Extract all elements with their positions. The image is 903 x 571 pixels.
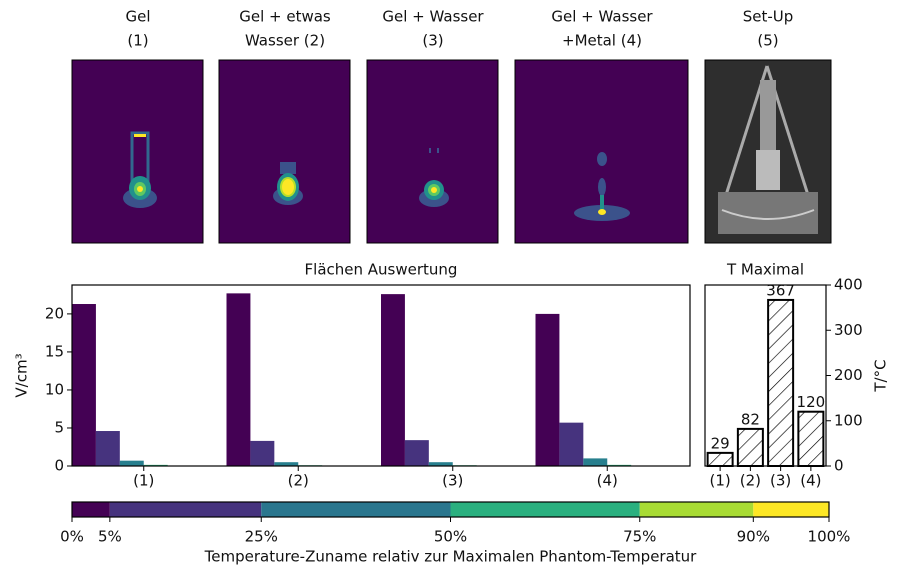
bar: [227, 293, 251, 466]
page: Gel (1) Gel + etwas Wasser (2) Gel + Wasser…: [0, 0, 903, 571]
panel-title: Set-Up: [743, 8, 794, 26]
x-tick-label: 90%: [737, 528, 770, 546]
x-tick-label: 50%: [434, 528, 467, 546]
bar: [708, 453, 733, 466]
value-label: 120: [797, 393, 826, 411]
bar: [250, 441, 274, 466]
panel-title: (5): [757, 32, 778, 50]
y-tick-label: 0: [54, 457, 64, 475]
bar: [738, 429, 763, 466]
value-label: 29: [711, 434, 730, 452]
y-tick-label: 400: [834, 276, 863, 294]
panel-title: Gel + Wasser: [382, 8, 484, 26]
bar: [381, 294, 405, 466]
x-tick-label: 75%: [623, 528, 656, 546]
colorbar-segment: [110, 502, 261, 517]
bar: [96, 431, 120, 466]
bar: [559, 423, 583, 466]
bar: [768, 300, 793, 466]
bar: [798, 412, 823, 466]
colorbar-segment: [451, 502, 640, 517]
y-tick-label: 15: [45, 342, 64, 360]
y-tick-label: 5: [54, 418, 64, 436]
x-tick-label: 5%: [98, 528, 122, 546]
y-axis-label: V/cm³: [13, 353, 31, 397]
heatmap-2: [219, 60, 350, 243]
x-tick-label: 25%: [245, 528, 278, 546]
colorbar-label: Temperature-Zuname relativ zur Maximalen…: [204, 548, 698, 566]
panel-title: (3): [422, 32, 443, 50]
x-tick-label: (2): [288, 472, 309, 490]
setup-photo: [705, 60, 831, 243]
y-axis-label: T/°C: [872, 359, 890, 392]
x-tick-label: (4): [597, 472, 618, 490]
y-tick-label: 10: [45, 380, 64, 398]
colorbar-segment: [72, 502, 110, 517]
y-tick-label: 200: [834, 366, 863, 384]
x-tick-label: (3): [442, 472, 463, 490]
y-tick-label: 0: [834, 457, 844, 475]
heatmap-1: [72, 60, 203, 243]
value-label: 82: [741, 410, 760, 428]
chart-title: T Maximal: [726, 261, 804, 279]
colorbar-segment: [753, 502, 829, 517]
x-tick-label: (4): [800, 472, 821, 490]
value-label: 367: [766, 281, 795, 299]
x-tick-label: (1): [710, 472, 731, 490]
y-tick-label: 20: [45, 304, 64, 322]
y-tick-label: 100: [834, 411, 863, 429]
x-tick-label: (2): [740, 472, 761, 490]
panel-title: Gel + Wasser: [551, 8, 653, 26]
panel-title: (1): [127, 32, 148, 50]
x-tick-label: 0%: [60, 528, 84, 546]
bar: [72, 304, 96, 466]
x-tick-label: 100%: [808, 528, 851, 546]
panel-title: +Metal (4): [562, 32, 642, 50]
bar: [120, 461, 144, 466]
heatmap-4: [515, 60, 688, 243]
bar: [405, 440, 429, 466]
heatmap-3: [367, 60, 498, 243]
panel-title: Wasser (2): [245, 32, 325, 50]
colorbar-segment: [640, 502, 754, 517]
y-tick-label: 300: [834, 321, 863, 339]
panel-title: Gel + etwas: [239, 8, 331, 26]
chart-title: Flächen Auswertung: [305, 261, 458, 279]
panel-title: Gel: [125, 8, 150, 26]
bar: [536, 314, 560, 466]
x-tick-label: (3): [770, 472, 791, 490]
x-tick-label: (1): [133, 472, 154, 490]
figure: Gel (1) Gel + etwas Wasser (2) Gel + Wasser…: [0, 0, 903, 567]
colorbar-segment: [261, 502, 450, 517]
bar: [583, 458, 607, 466]
